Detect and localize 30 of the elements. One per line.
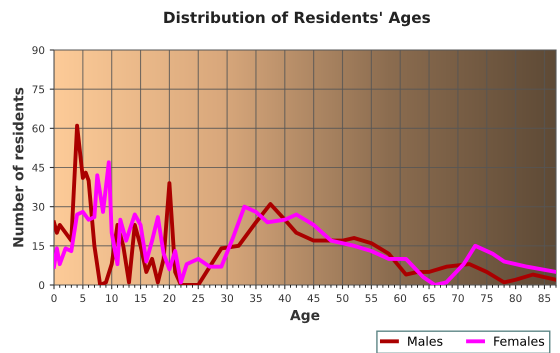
y-tick-label: 90 xyxy=(32,46,44,54)
x-tick-label: 75 xyxy=(480,294,492,302)
x-tick-label: 20 xyxy=(164,294,176,302)
x-tick-label: 40 xyxy=(278,294,291,302)
y-tick-label: 0 xyxy=(39,281,44,290)
y-tick-label: 15 xyxy=(32,242,44,250)
x-tick-label: 80 xyxy=(510,294,522,302)
legend-label: Males xyxy=(408,336,442,346)
x-tick-label: 30 xyxy=(221,294,234,302)
x-tick-label: 50 xyxy=(336,294,348,302)
x-tick-label: 0 xyxy=(51,294,57,302)
x-axis-title: Age xyxy=(290,310,320,324)
y-tick-label: 75 xyxy=(32,86,44,94)
y-axis-title: Number of residents xyxy=(12,88,24,247)
x-tick-label: 55 xyxy=(366,294,378,302)
x-tick-label: 70 xyxy=(452,294,464,302)
x-tick-label: 35 xyxy=(250,294,262,302)
x-tick-label: 15 xyxy=(135,294,146,302)
x-tick-label: 65 xyxy=(423,294,435,302)
y-tick-label: 30 xyxy=(32,202,44,211)
y-tick-label: 45 xyxy=(32,164,44,172)
x-tick-label: 85 xyxy=(538,294,550,302)
x-tick-label: 45 xyxy=(308,294,320,302)
x-tick-label: 10 xyxy=(106,294,118,302)
x-tick-label: 5 xyxy=(80,294,86,302)
chart-title: Distribution of Residents' Ages xyxy=(164,11,430,26)
x-tick-label: 25 xyxy=(192,294,204,302)
x-tick-label: 60 xyxy=(394,294,406,302)
legend-label: Females xyxy=(494,336,544,346)
y-tick-label: 60 xyxy=(32,124,44,132)
